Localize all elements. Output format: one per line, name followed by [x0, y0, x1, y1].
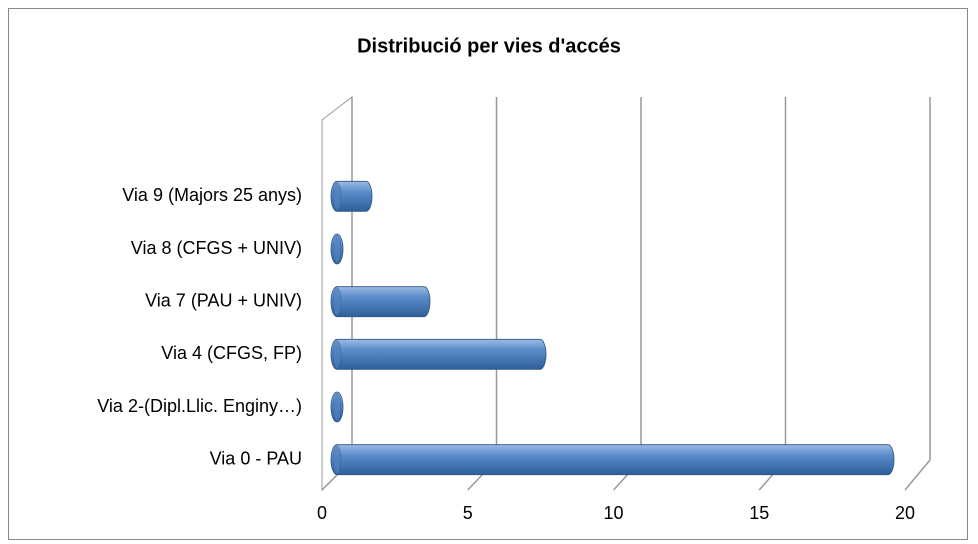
- chart-title: Distribució per vies d'accés: [357, 35, 621, 57]
- x-tick-label: 20: [895, 503, 915, 523]
- x-tick-label: 10: [603, 503, 623, 523]
- bar: [330, 391, 344, 423]
- bar: [330, 180, 373, 212]
- y-tick-label: Via 0 - PAU: [210, 448, 302, 468]
- bar: [330, 338, 547, 370]
- x-tick-label: 15: [749, 503, 769, 523]
- y-tick-label: Via 7 (PAU + UNIV): [145, 290, 302, 310]
- bar: [330, 233, 344, 265]
- y-tick-label: Via 4 (CFGS, FP): [161, 343, 302, 363]
- y-tick-label: Via 2-(Dipl.Llic. Enginy…): [97, 396, 302, 416]
- x-tick-label: 0: [317, 503, 327, 523]
- bar: [330, 444, 895, 476]
- y-tick-label: Via 9 (Majors 25 anys): [122, 185, 302, 205]
- grid-line: [904, 459, 931, 491]
- x-tick-label: 5: [463, 503, 473, 523]
- y-tick-label: Via 8 (CFGS + UNIV): [131, 238, 302, 258]
- bar: [330, 286, 431, 318]
